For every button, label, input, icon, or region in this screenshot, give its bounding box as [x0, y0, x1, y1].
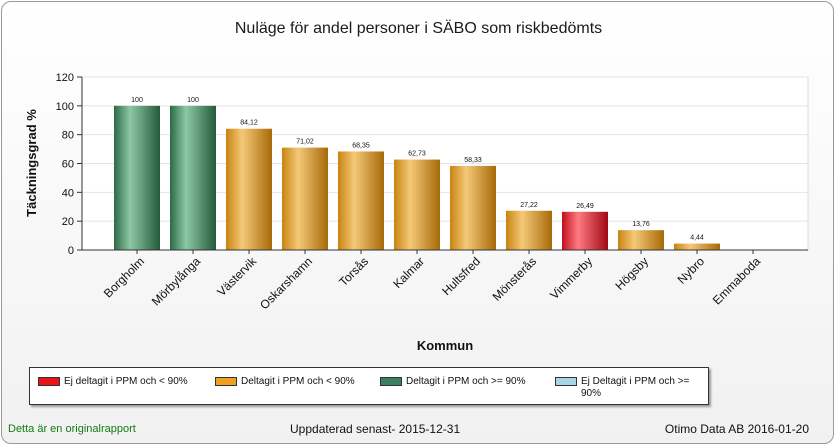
data-label: 100 [131, 97, 143, 104]
y-tick-label: 20 [62, 216, 74, 228]
y-tick-label: 80 [62, 130, 74, 142]
footer-original-report: Detta är en originalrapport [8, 423, 136, 435]
x-tick-label: Vimmerby [547, 254, 595, 302]
legend-swatch [380, 377, 402, 386]
data-label: 27,22 [520, 202, 538, 209]
x-tick-label: Emmaboda [710, 254, 764, 308]
bar-kalmar [394, 159, 440, 250]
data-label: 13,76 [632, 221, 650, 228]
legend-label: Deltagit i PPM och >= 90% [406, 376, 526, 387]
x-tick-label: Högsby [612, 254, 651, 293]
y-tick-label: 0 [68, 245, 74, 257]
bar-hultsfred [450, 165, 496, 250]
legend-swatch [38, 377, 60, 386]
data-label: 100 [187, 97, 199, 104]
y-axis-label: Täckningsgrad % [24, 109, 39, 217]
y-tick-label: 120 [56, 72, 74, 84]
x-tick-label: Hultsfred [439, 254, 483, 298]
legend-label: Deltagit i PPM och < 90% [241, 376, 355, 387]
x-axis-label: Kommun [417, 338, 473, 353]
data-label: 71,02 [296, 139, 314, 146]
chart-legend: Ej deltagit i PPM och < 90% Deltagit i P… [29, 367, 709, 405]
bar-mörbylånga [170, 105, 216, 250]
y-tick-label: 100 [56, 101, 74, 113]
bar-mönsterås [506, 210, 552, 250]
x-tick-label: Torsås [336, 254, 371, 289]
data-label: 58,33 [464, 157, 482, 164]
x-tick-label: Nybro [675, 254, 708, 287]
x-tick-label: Oskarshamn [257, 254, 315, 312]
chart-title: Nuläge för andel personer i SÄBO som ris… [234, 20, 603, 37]
footer-vendor: Otimo Data AB 2016-01-20 [664, 422, 809, 436]
data-label: 68,35 [352, 142, 370, 149]
x-tick-label: Västervik [214, 254, 260, 300]
legend-label: Ej deltagit i PPM och < 90% [64, 376, 188, 387]
x-tick-label: Kalmar [390, 254, 427, 291]
x-tick-label: Borgholm [101, 254, 147, 300]
bar-borgholm [114, 105, 160, 250]
legend-swatch [215, 377, 237, 386]
bars-layer: 100 100 84,12 71,02 68,35 62,73 58,33 27,22 26,4… [114, 97, 720, 250]
legend-label: Ej Deltagit i PPM och >= 90% [581, 376, 690, 399]
footer-updated: Uppdaterad senast- 2015-12-31 [290, 422, 461, 436]
x-tick-label: Mönsterås [490, 254, 540, 304]
y-tick-label: 40 [62, 187, 74, 199]
data-label: 26,49 [576, 203, 594, 210]
data-label: 4,44 [690, 235, 704, 242]
bar-nybro [674, 243, 720, 250]
x-tick-label: Mörbylånga [149, 254, 203, 308]
bar-vimmerby [562, 211, 608, 250]
bar-högsby [618, 230, 664, 250]
bar-torsås [338, 151, 384, 250]
data-label: 62,73 [408, 151, 426, 158]
y-tick-label: 60 [62, 159, 74, 171]
legend-swatch [555, 377, 577, 386]
bar-oskarshamn [282, 147, 328, 250]
bar-västervik [226, 128, 272, 250]
data-label: 84,12 [240, 120, 258, 127]
